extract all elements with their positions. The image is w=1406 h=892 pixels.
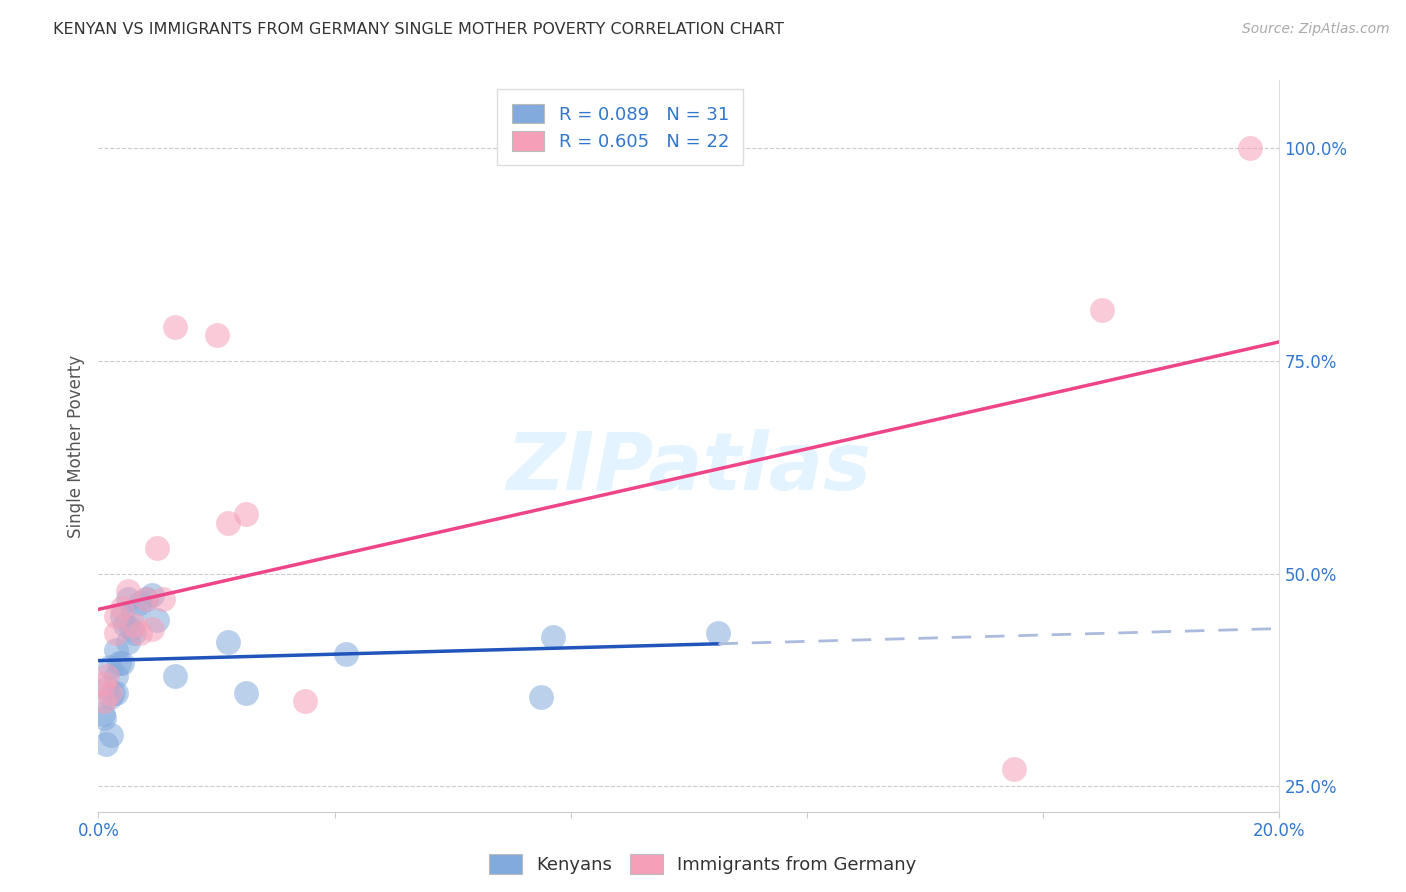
Y-axis label: Single Mother Poverty: Single Mother Poverty (66, 354, 84, 538)
Point (91, 677, 114, 691)
Point (98, 690, 121, 704)
Point (1002, 762, 1025, 776)
Point (1091, 302, 1114, 317)
Point (530, 690, 553, 704)
Point (335, 648, 357, 662)
Point (98, 660, 121, 674)
Point (98, 686, 121, 700)
Point (105, 643, 128, 657)
Point (205, 328, 228, 343)
Point (117, 634, 139, 648)
Point (152, 592, 174, 607)
Point (120, 622, 142, 636)
Point (541, 631, 564, 645)
Point (135, 592, 157, 607)
Point (294, 694, 316, 708)
Text: ZIPatlas: ZIPatlas (506, 429, 872, 507)
Point (103, 686, 125, 700)
Point (93, 694, 115, 708)
Point (114, 617, 136, 632)
Point (105, 668, 128, 682)
Point (122, 617, 145, 632)
Point (1239, 141, 1261, 155)
Point (707, 626, 730, 640)
Point (111, 600, 134, 615)
Point (93, 711, 115, 725)
Point (111, 656, 134, 670)
Point (122, 626, 145, 640)
Point (146, 541, 169, 555)
Point (91, 706, 114, 721)
Point (217, 516, 239, 530)
Point (141, 588, 163, 602)
Point (100, 728, 122, 742)
Point (105, 686, 128, 700)
Point (111, 609, 134, 624)
Point (235, 507, 257, 521)
Point (128, 626, 150, 640)
Point (165, 320, 187, 334)
Point (117, 583, 139, 598)
Point (96, 681, 118, 696)
Point (94, 737, 117, 751)
Point (235, 686, 257, 700)
Point (122, 605, 145, 619)
Legend: Kenyans, Immigrants from Germany: Kenyans, Immigrants from Germany (482, 847, 924, 881)
Point (217, 634, 239, 648)
Point (105, 609, 128, 624)
Point (146, 613, 169, 627)
Text: Source: ZipAtlas.com: Source: ZipAtlas.com (1241, 22, 1389, 37)
Point (128, 596, 150, 610)
Point (135, 592, 157, 607)
Point (141, 622, 163, 636)
Point (96, 668, 118, 682)
Legend: R = 0.089   N = 31, R = 0.605   N = 22: R = 0.089 N = 31, R = 0.605 N = 22 (498, 89, 744, 165)
Point (165, 668, 187, 682)
Point (117, 592, 139, 607)
Point (108, 656, 131, 670)
Text: KENYAN VS IMMIGRANTS FROM GERMANY SINGLE MOTHER POVERTY CORRELATION CHART: KENYAN VS IMMIGRANTS FROM GERMANY SINGLE… (53, 22, 785, 37)
Point (105, 626, 128, 640)
